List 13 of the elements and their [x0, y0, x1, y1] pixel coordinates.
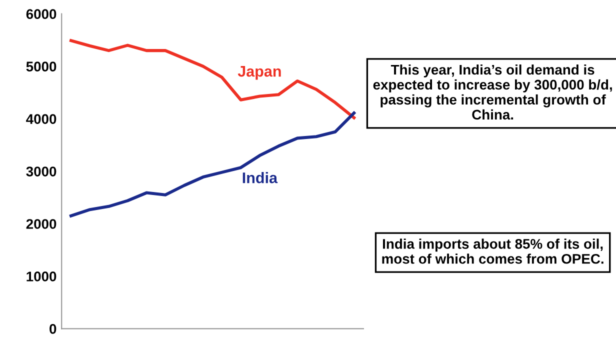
series-label: India [242, 172, 278, 184]
y-tick-label: 1000 [26, 272, 56, 282]
text: This year, India’s oil demand is expected to increase by 300,000 b/d, passing the incremental growth of China. [373, 64, 612, 120]
y-tick-label: 0 [50, 324, 56, 334]
y-tick-label: 6000 [26, 9, 56, 20]
y-tick-label: 3000 [26, 166, 56, 176]
line-series [70, 39, 356, 120]
y-tick-label: 4000 [26, 114, 56, 124]
line-series [70, 111, 356, 218]
text: India imports about 85% of its oil, most of which comes from OPEC. [382, 238, 604, 264]
y-tick-label: 5000 [26, 62, 56, 72]
y-tick-label: 2000 [26, 219, 56, 229]
series-label: Japan [238, 66, 281, 80]
